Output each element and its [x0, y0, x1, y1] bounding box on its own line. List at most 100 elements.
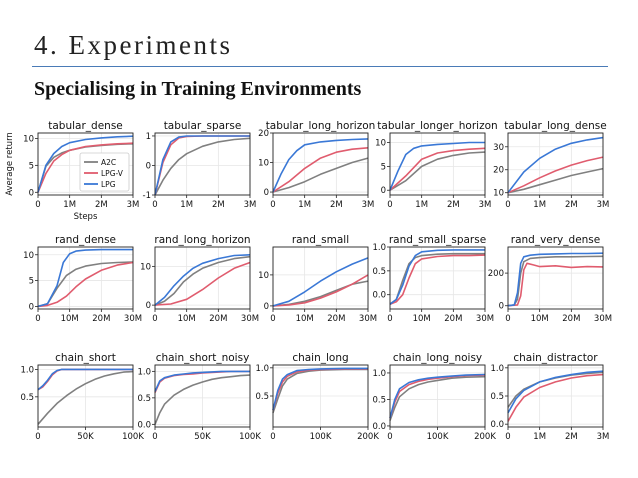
legend: A2C LPG-V LPG	[79, 152, 130, 192]
x-tick-label: 0	[35, 200, 40, 210]
series-line-lpg	[154, 370, 250, 392]
y-tick-label: 0.0	[490, 420, 504, 430]
x-tick-label: 30M	[241, 314, 259, 324]
panel-title: chain_distractor	[513, 352, 598, 364]
x-tick-label: 20M	[327, 314, 345, 324]
y-tick-label: 10	[258, 159, 269, 169]
panel-chain-distractor: chain_distractor 0.0 0.5 1.0 0 1M 2M 3M	[490, 352, 609, 442]
series-line-lpg	[272, 367, 368, 411]
panel-rand-small-sparse: rand_small_sparse 0.0 0.5 1.0 0 10M 20M 30M	[372, 234, 494, 324]
y-tick-label: 30	[493, 143, 504, 153]
y-tick-label: 1.0	[20, 365, 34, 375]
series-line-lpg-v	[507, 373, 604, 422]
x-tick-label: 1M	[415, 200, 428, 210]
y-tick-label: 10	[140, 262, 151, 272]
y-tick-label: -1	[143, 191, 151, 201]
x-tick-label: 30M	[594, 314, 612, 324]
x-tick-label: 0	[505, 314, 510, 324]
y-tick-label: 0.5	[255, 392, 269, 402]
series-line-a2c	[389, 252, 485, 305]
x-tick-label: 1M	[63, 200, 76, 210]
legend-label: A2C	[101, 158, 116, 167]
x-tick-label: 3M	[127, 200, 140, 210]
series-line-lpg-v	[37, 261, 134, 308]
y-tick-label: 1.0	[137, 367, 151, 377]
panel-chain-long: chain_long 0.5 1.0 0 100K 200K	[255, 352, 379, 442]
y-tick-label: 1.0	[372, 243, 386, 253]
axes-frame	[272, 246, 369, 310]
axes-frame	[154, 364, 251, 428]
panel-title: rand_dense	[55, 234, 116, 246]
axes-frame	[154, 246, 251, 310]
y-tick-label: 10	[493, 189, 504, 199]
x-tick-label: 10M	[531, 314, 549, 324]
x-tick-label: 0	[35, 314, 40, 324]
x-tick-label: 0	[152, 314, 157, 324]
series-line-a2c	[154, 374, 251, 425]
series-line-lpg-v	[389, 254, 486, 305]
x-tick-label: 2M	[330, 200, 343, 210]
panel-title: tabular_long_dense	[504, 120, 606, 132]
y-tick-label: 0.5	[137, 394, 151, 404]
section-title: Specialising in Training Environments	[34, 78, 362, 100]
x-tick-label: 2M	[447, 200, 460, 210]
x-tick-label: 0	[35, 432, 40, 442]
y-tick-label: 0	[146, 161, 151, 171]
y-tick-label: 0.5	[20, 393, 34, 403]
x-tick-label: 10M	[296, 314, 314, 324]
x-tick-label: 0	[270, 200, 275, 210]
y-tick-label: 10	[375, 139, 386, 149]
x-tick-label: 100K	[310, 432, 332, 442]
panel-chain-long-noisy: chain_long_noisy 0.0 0.5 1.0 0 100K 200K	[372, 352, 496, 442]
series-line-a2c	[507, 167, 604, 194]
x-tick-label: 0	[152, 200, 157, 210]
series-line-lpg-v	[507, 262, 604, 307]
series-line-lpg-v	[272, 147, 369, 193]
panel-rand-long-horizon: rand_long_horizon 0 10 0 10M 20M 30M	[140, 234, 259, 324]
series-line-a2c	[389, 151, 486, 191]
title-divider	[32, 66, 608, 67]
x-tick-label: 3M	[479, 200, 492, 210]
x-tick-label: 3M	[597, 200, 610, 210]
series-line-a2c	[389, 375, 486, 421]
x-tick-label: 200K	[357, 432, 379, 442]
x-tick-label: 0	[270, 432, 275, 442]
x-tick-label: 0	[387, 432, 392, 442]
y-tick-label: 0	[264, 188, 269, 198]
series-line-lpg	[389, 141, 485, 191]
legend-label: LPG-V	[101, 169, 124, 178]
x-tick-label: 1M	[533, 432, 546, 442]
x-tick-label: 100K	[427, 432, 449, 442]
y-tick-label: 5	[29, 161, 34, 171]
panel-title: rand_very_dense	[511, 234, 601, 246]
panel-chain-short-noisy: chain_short_noisy 0.0 0.5 1.0 0 50K 100K	[137, 352, 261, 442]
x-axis-label: Steps	[74, 212, 98, 222]
series-line-lpg	[37, 368, 133, 391]
y-tick-label: 0	[264, 302, 269, 312]
series-line-a2c	[37, 261, 134, 308]
y-axis-label: Average return	[5, 132, 15, 196]
x-tick-label: 3M	[597, 432, 610, 442]
panel-title: tabular_dense	[48, 120, 123, 132]
x-tick-label: 1M	[533, 200, 546, 210]
series-line-a2c	[154, 255, 251, 306]
x-tick-label: 3M	[362, 200, 375, 210]
series-line-lpg	[507, 136, 604, 194]
y-tick-label: 0	[29, 302, 34, 312]
slide-title: 4. Experiments	[34, 30, 233, 60]
series-line-a2c	[154, 137, 251, 196]
series-line-lpg	[389, 249, 485, 305]
series-line-lpg	[389, 373, 486, 419]
y-tick-label: 10	[258, 271, 269, 281]
y-tick-label: 1.0	[490, 364, 504, 374]
x-tick-label: 2M	[565, 200, 578, 210]
x-tick-label: 2M	[565, 432, 578, 442]
x-tick-label: 0	[387, 200, 392, 210]
y-tick-label: 0	[146, 301, 151, 311]
x-tick-label: 30M	[124, 314, 142, 324]
y-tick-label: 20	[258, 129, 269, 139]
y-tick-label: 0	[499, 302, 504, 312]
panel-title: chain_long	[292, 352, 348, 364]
